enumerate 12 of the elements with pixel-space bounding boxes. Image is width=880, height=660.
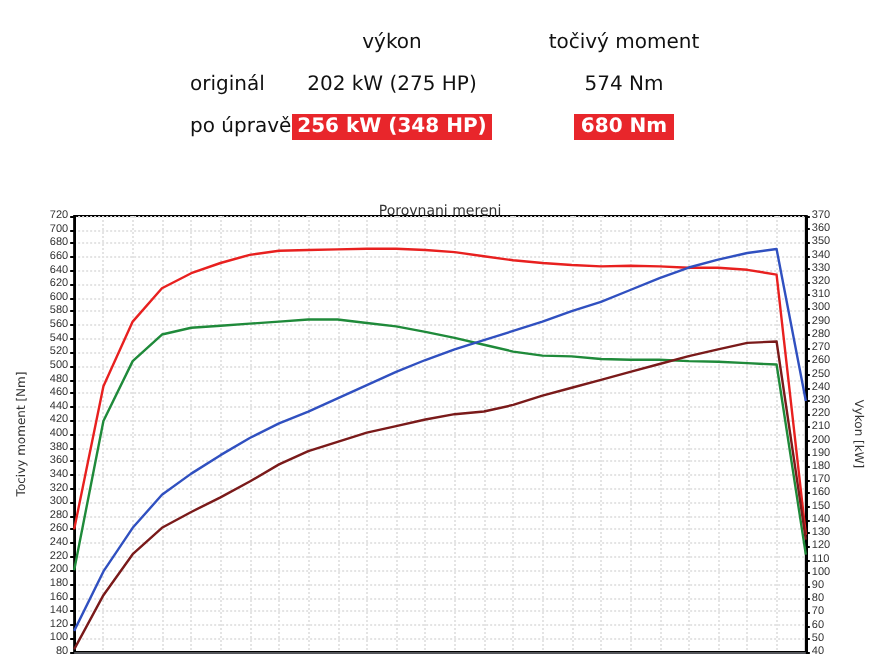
line-series — [72, 247, 808, 633]
text: po úpravě — [188, 114, 294, 140]
text: 680 Nm — [574, 114, 674, 140]
text: originál — [188, 72, 267, 98]
text: točivý moment — [546, 30, 702, 56]
text: výkon — [360, 30, 424, 56]
line-series — [72, 247, 808, 537]
text: 202 kW (275 HP) — [305, 72, 479, 98]
line-series — [72, 340, 808, 651]
text: 256 kW (348 HP) — [291, 114, 493, 140]
text: 574 Nm — [582, 72, 666, 98]
line-series — [72, 318, 808, 572]
